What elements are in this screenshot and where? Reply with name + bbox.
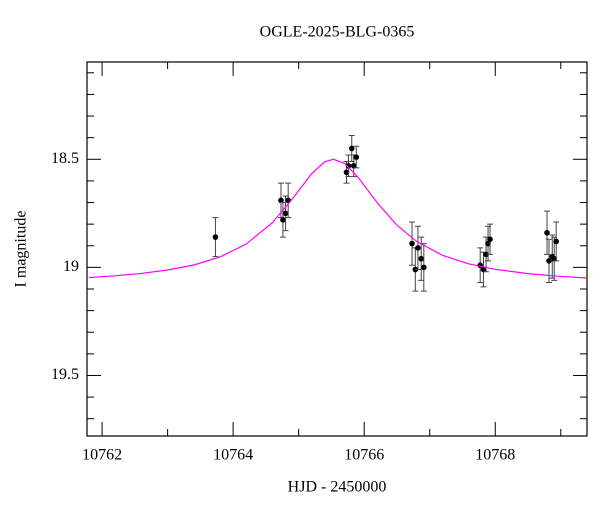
data-point — [353, 154, 360, 160]
x-tick-label: 10766 — [344, 447, 384, 464]
x-tick-label: 10764 — [213, 447, 253, 464]
x-tick-label: 10762 — [82, 447, 122, 464]
y-axis-label: I magnitude — [13, 211, 30, 288]
data-point — [483, 251, 489, 258]
data-point — [282, 210, 289, 217]
data-point — [487, 236, 493, 243]
plot-frame — [86, 61, 588, 437]
data-point — [345, 162, 352, 169]
x-axis-label: HJD - 2450000 — [288, 479, 387, 496]
data-point — [544, 229, 550, 236]
data-point — [343, 169, 350, 176]
data-point — [546, 258, 552, 264]
data-point — [278, 197, 284, 204]
model-curve — [88, 158, 588, 279]
data-point — [348, 145, 355, 152]
data-point — [551, 255, 558, 262]
data-point — [480, 266, 487, 273]
data-point — [350, 162, 357, 169]
data-point — [485, 240, 491, 247]
y-tick-label: 19 — [63, 258, 79, 275]
data-point — [415, 245, 421, 251]
data-point — [553, 238, 560, 245]
x-tick-label: 10768 — [475, 447, 515, 464]
y-tick-label: 18.5 — [51, 150, 79, 167]
data-point — [409, 240, 415, 247]
data-point — [421, 264, 427, 271]
y-tick-label: 19.5 — [51, 366, 79, 383]
data-point — [212, 234, 219, 240]
data-point — [418, 255, 425, 262]
chart-title: OGLE-2025-BLG-0365 — [260, 24, 415, 41]
data-point — [280, 217, 286, 223]
